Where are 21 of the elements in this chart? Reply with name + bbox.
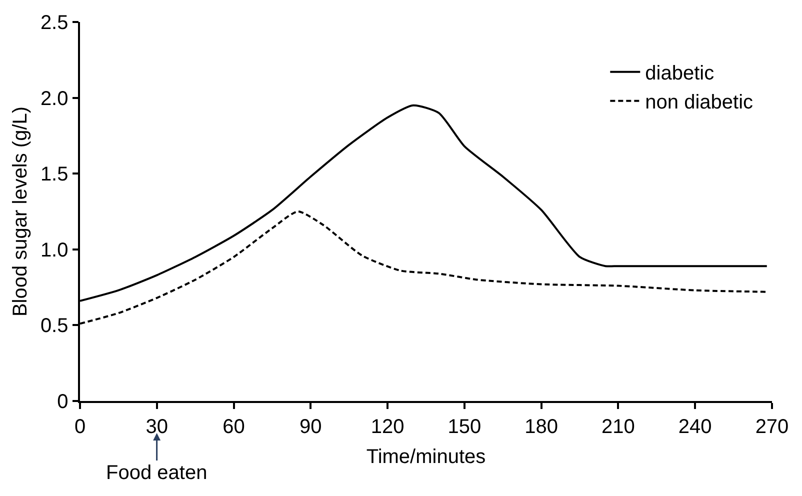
x-tick-label: 180	[524, 416, 558, 438]
x-tick-label: 150	[448, 416, 482, 438]
x-tick-label: 30	[146, 416, 168, 438]
x-tick-label: 120	[370, 416, 404, 438]
legend-label: non diabetic	[645, 92, 754, 114]
y-tick-label: 1.0	[40, 239, 68, 262]
x-tick-label: 210	[602, 416, 635, 438]
x-axis-title: Time/minutes	[366, 446, 486, 468]
y-tick-label: 0.5	[40, 315, 68, 338]
x-tick-label: 60	[222, 416, 245, 438]
legend-label: diabetic	[645, 62, 714, 85]
y-tick-label: 2.0	[40, 88, 68, 110]
y-tick-label: 0	[57, 391, 68, 413]
x-tick-label: 240	[678, 416, 712, 438]
x-tick-label: 90	[300, 416, 322, 438]
x-tick-label: 0	[74, 416, 86, 438]
text: Food eaten	[106, 462, 208, 484]
x-tick-label: 270	[755, 416, 789, 438]
y-axis-title: Blood sugar levels (g/L)	[9, 106, 32, 317]
y-tick-label: 1.5	[40, 164, 68, 186]
y-tick-label: 2.5	[40, 12, 68, 34]
